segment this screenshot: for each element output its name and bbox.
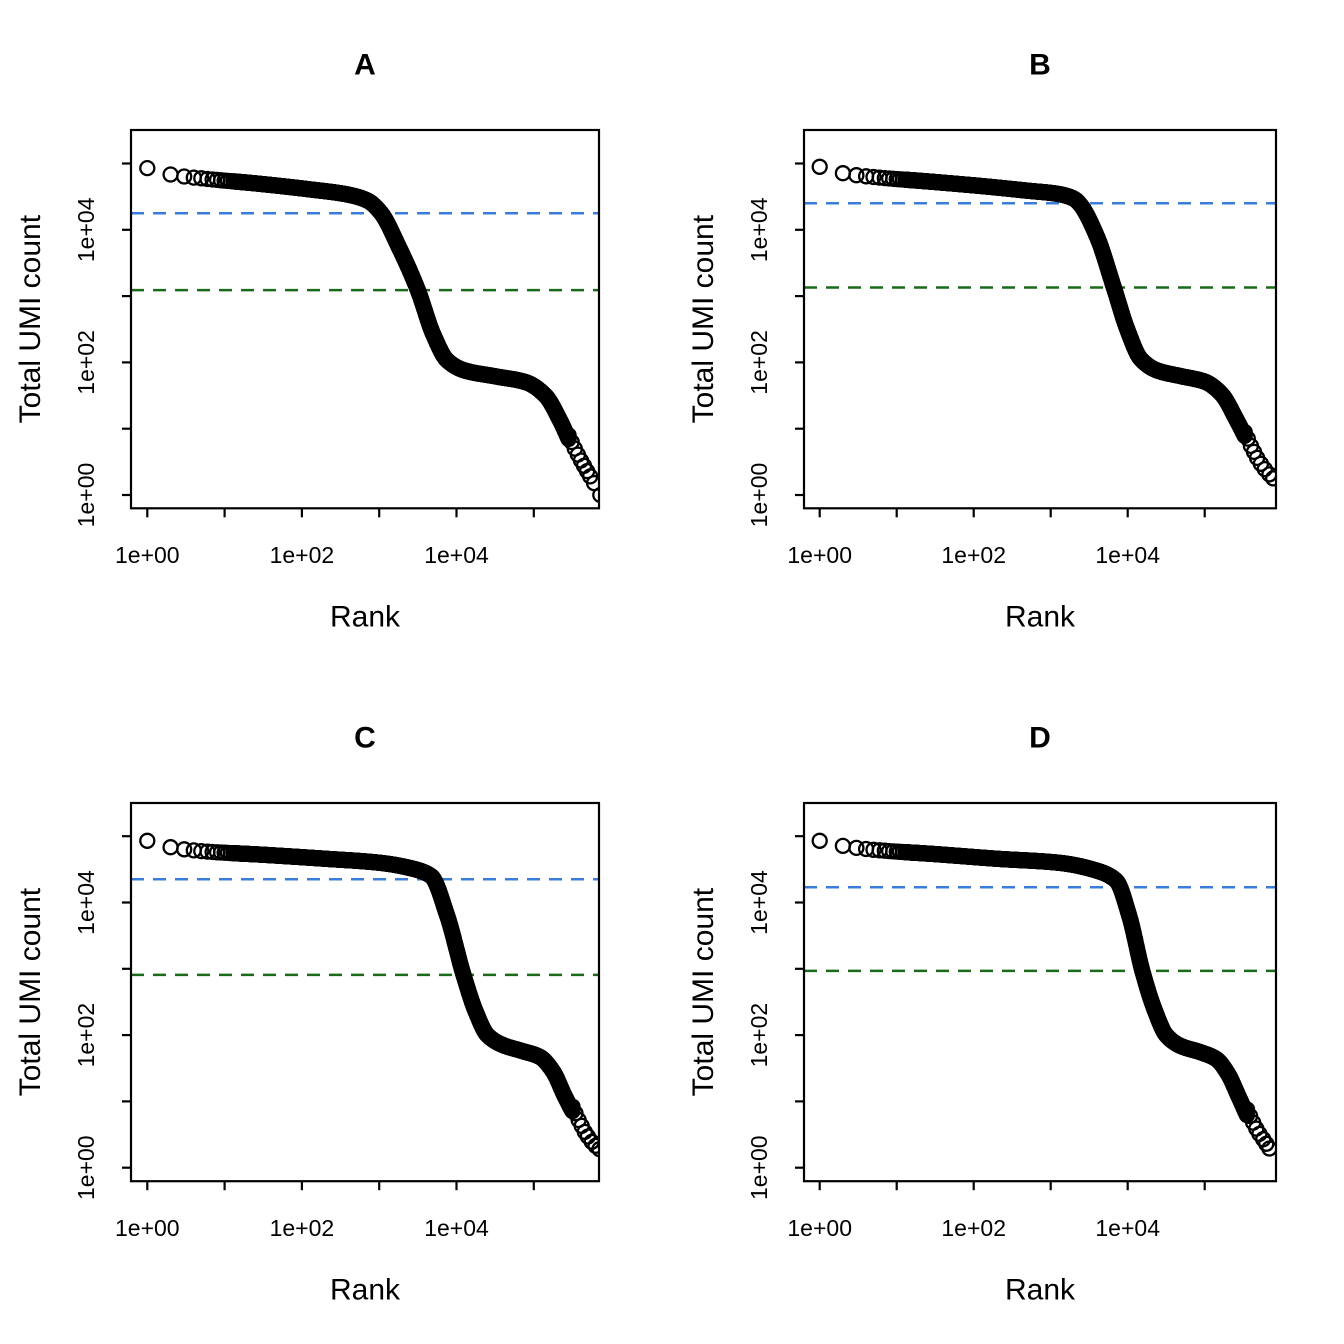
y-axis-label: Total UMI count [687,887,720,1096]
panel-title: B [1029,49,1051,82]
y-tick-label: 1e+02 [73,330,99,395]
tail-data-point [591,1140,599,1158]
x-tick-label: 1e+04 [424,542,489,568]
tail-data-point [1239,430,1256,447]
x-axis-label: Rank [330,1274,401,1307]
plot-box [802,128,1278,510]
tail-data-point [587,1137,599,1154]
y-tick-label: 1e+04 [746,870,772,935]
axis-ticks [795,835,1206,1191]
data-points [139,832,599,1158]
x-tick-label: 1e+00 [787,1215,852,1241]
y-tick-label: 1e+00 [746,463,772,528]
plot-box [129,801,601,1183]
x-tick-label: 1e+02 [941,542,1006,568]
panel-title: C [354,722,376,755]
plot-box [129,128,601,510]
y-tick-label: 1e+04 [73,870,99,935]
y-axis-label: Total UMI count [14,887,47,1096]
axis-ticks [795,162,1206,518]
tail-data-point [592,486,599,504]
y-axis-label: Total UMI count [687,214,720,423]
x-tick-label: 1e+00 [115,542,180,568]
x-tick-label: 1e+02 [270,1215,335,1241]
tail-data-point [1265,470,1276,487]
tail-data-point [1261,466,1276,483]
panel-A: 1e+00 1e+02 1e+04 1e+00 1e+02 1e+04 A Rank Total… [14,49,601,634]
tail-data-point [1256,460,1273,478]
axis-ticks [122,835,535,1191]
y-tick-label: 1e+00 [73,463,99,528]
x-tick-label: 1e+02 [270,542,335,568]
x-tick-label: 1e+04 [1095,1215,1160,1241]
y-tick-label: 1e+02 [746,330,772,395]
x-axis-label: Rank [1005,1274,1076,1307]
y-tick-label: 1e+02 [73,1003,99,1068]
data-points [139,159,599,504]
panel-title: A [354,49,376,82]
y-tick-label: 1e+04 [746,197,772,262]
y-tick-label: 1e+02 [746,1003,772,1068]
x-tick-label: 1e+04 [424,1215,489,1241]
data-points [811,832,1276,1157]
y-tick-label: 1e+00 [746,1135,772,1200]
plot-box [802,801,1278,1183]
panel-B: 1e+00 1e+02 1e+04 1e+00 1e+02 1e+04 B Rank Total… [687,49,1278,634]
x-axis-label: Rank [330,601,401,634]
tail-data-point [1261,1140,1276,1157]
x-tick-label: 1e+00 [787,542,852,568]
data-points [811,158,1276,487]
x-tick-label: 1e+02 [941,1215,1006,1241]
panel-D: 1e+00 1e+02 1e+04 1e+00 1e+02 1e+04 D Rank Total… [687,722,1278,1307]
y-tick-label: 1e+00 [73,1135,99,1200]
x-axis-label: Rank [1005,601,1076,634]
x-tick-label: 1e+00 [115,1215,180,1241]
panel-title: D [1029,722,1051,755]
axis-ticks [122,162,535,518]
y-axis-label: Total UMI count [14,214,47,423]
y-tick-label: 1e+04 [73,197,99,262]
panel-C: 1e+00 1e+02 1e+04 1e+00 1e+02 1e+04 C Rank Total… [14,722,601,1307]
x-tick-label: 1e+04 [1095,542,1160,568]
